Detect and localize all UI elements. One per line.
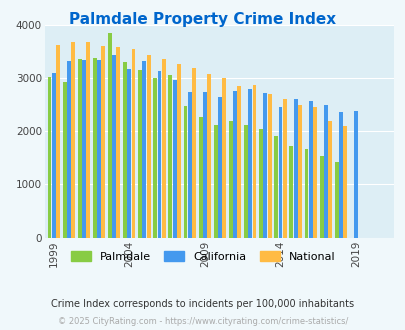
Text: Palmdale Property Crime Index: Palmdale Property Crime Index xyxy=(69,12,336,26)
Bar xyxy=(252,85,256,238)
Bar xyxy=(353,112,357,238)
Bar xyxy=(289,146,292,238)
Bar xyxy=(327,120,331,238)
Bar xyxy=(342,126,346,238)
Bar xyxy=(86,42,90,238)
Bar xyxy=(56,45,60,238)
Bar xyxy=(334,161,338,238)
Bar xyxy=(47,77,51,238)
Bar xyxy=(127,69,131,238)
Bar xyxy=(97,60,101,238)
Bar xyxy=(232,91,237,238)
Bar xyxy=(146,54,150,238)
Bar xyxy=(101,46,105,238)
Bar xyxy=(217,97,222,238)
Bar xyxy=(312,107,316,238)
Bar xyxy=(213,125,217,238)
Legend: Palmdale, California, National: Palmdale, California, National xyxy=(66,247,339,267)
Bar xyxy=(338,112,342,238)
Bar xyxy=(263,93,266,238)
Bar xyxy=(138,70,142,238)
Bar xyxy=(297,105,301,238)
Bar xyxy=(198,117,202,238)
Bar xyxy=(116,47,120,238)
Bar xyxy=(108,33,112,238)
Bar xyxy=(304,149,308,238)
Bar xyxy=(248,88,252,238)
Bar xyxy=(162,59,165,238)
Bar xyxy=(67,61,70,238)
Bar xyxy=(172,80,176,238)
Bar xyxy=(142,61,146,238)
Bar xyxy=(131,49,135,238)
Bar xyxy=(123,62,127,238)
Bar xyxy=(222,79,226,238)
Bar xyxy=(168,75,172,238)
Bar xyxy=(71,42,75,238)
Bar xyxy=(308,101,312,238)
Bar xyxy=(62,82,66,238)
Bar xyxy=(52,73,55,238)
Bar xyxy=(237,86,241,238)
Bar xyxy=(243,125,247,238)
Text: © 2025 CityRating.com - https://www.cityrating.com/crime-statistics/: © 2025 CityRating.com - https://www.city… xyxy=(58,317,347,326)
Bar xyxy=(192,68,196,238)
Bar xyxy=(207,74,211,238)
Text: Crime Index corresponds to incidents per 100,000 inhabitants: Crime Index corresponds to incidents per… xyxy=(51,299,354,309)
Bar xyxy=(278,107,282,238)
Bar xyxy=(78,59,81,238)
Bar xyxy=(274,136,277,238)
Bar xyxy=(82,60,86,238)
Bar xyxy=(228,120,232,238)
Bar xyxy=(177,64,180,238)
Bar xyxy=(258,128,262,238)
Bar xyxy=(112,54,116,238)
Bar xyxy=(93,58,96,238)
Bar xyxy=(157,71,161,238)
Bar xyxy=(267,94,271,238)
Bar xyxy=(153,78,157,238)
Bar xyxy=(319,156,323,238)
Bar xyxy=(202,92,206,238)
Bar xyxy=(282,99,286,238)
Bar xyxy=(323,105,327,238)
Bar xyxy=(183,106,187,238)
Bar xyxy=(293,99,297,238)
Bar xyxy=(188,92,191,238)
